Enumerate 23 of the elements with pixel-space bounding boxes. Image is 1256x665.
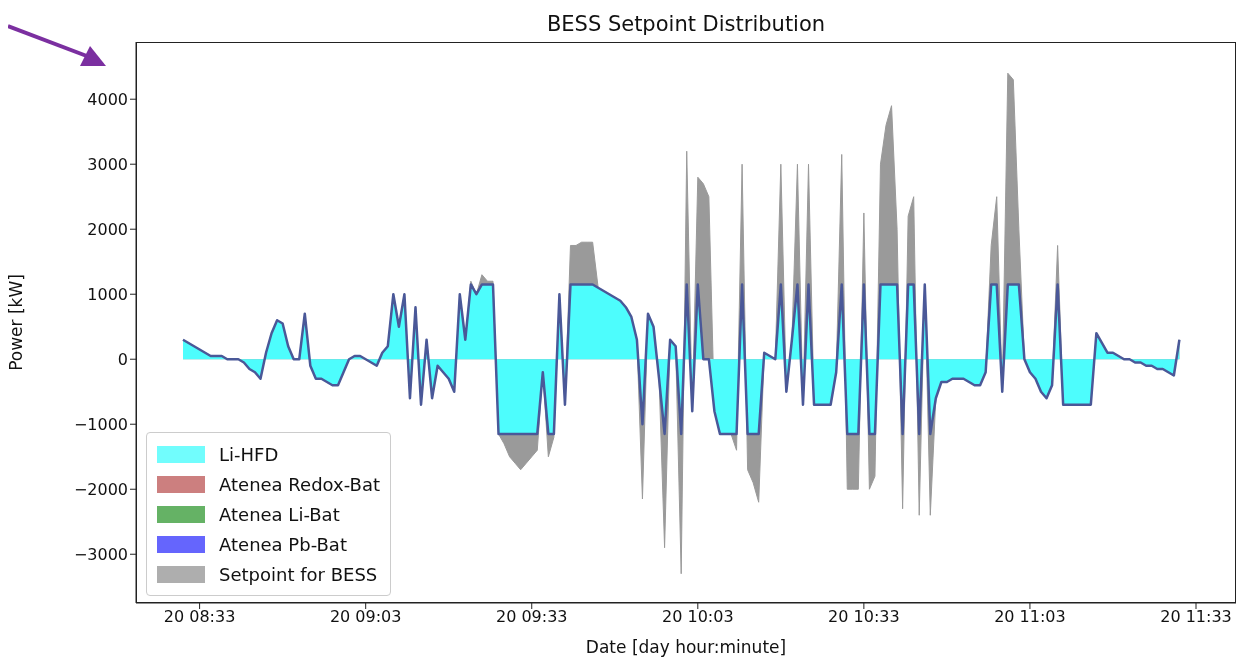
x-tick-label: 20 11:03 [994,607,1066,627]
y-tick-label: 4000 [87,89,128,109]
y-tick-label: −3000 [73,544,128,564]
x-tick-label: 20 10:33 [828,607,900,627]
y-axis-title: Power [kW] [6,274,27,371]
x-tick-label: 20 09:33 [495,607,568,627]
x-tick-label: 20 08:33 [163,607,236,627]
x-tick-label: 20 10:03 [662,607,734,627]
y-tick-label: 2000 [87,219,128,239]
y-tick-label: 3000 [87,154,128,174]
y-tick-label: 0 [117,349,128,369]
x-axis-title: Date [day hour:minute] [585,637,787,657]
legend-label: Setpoint for BESS [219,563,378,585]
x-tick-label: 20 11:33 [1160,607,1232,627]
y-tick-label: −1000 [73,414,128,434]
y-tick-label: 1000 [87,284,128,304]
y-tick-label: −2000 [73,479,128,499]
chart-title: BESS Setpoint Distribution [545,12,827,36]
legend-label: Li-HFD [219,443,279,465]
legend-label: Atenea Pb-Bat [219,533,347,555]
legend-label: Atenea Redox-Bat [219,473,380,495]
legend-label: Atenea Li-Bat [219,503,340,525]
x-tick-label: 20 09:03 [329,607,402,627]
